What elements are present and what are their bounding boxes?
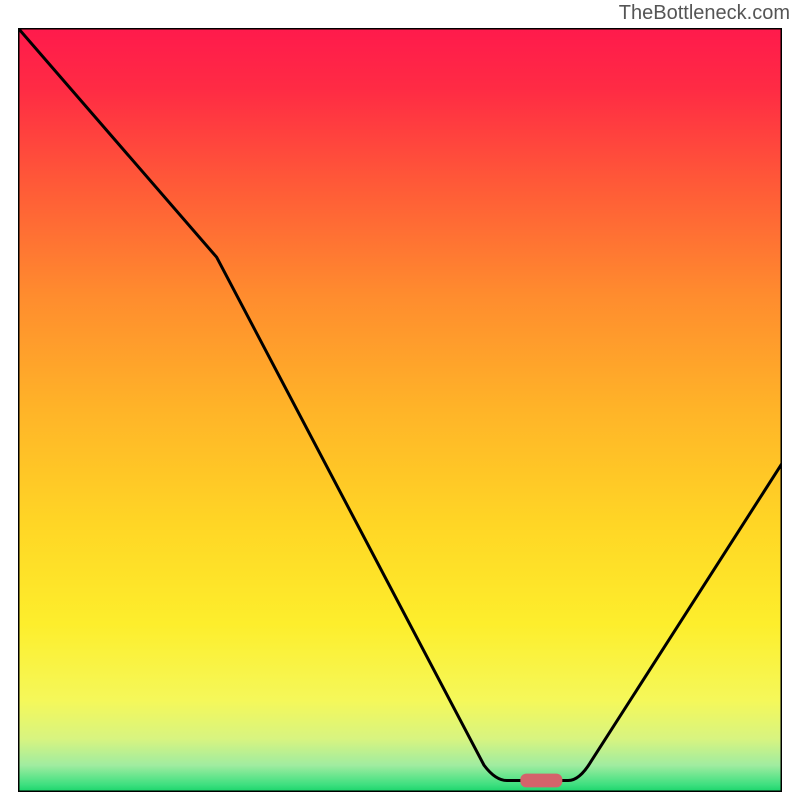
watermark-text: TheBottleneck.com <box>619 2 790 25</box>
optimal-marker <box>520 774 562 788</box>
bottleneck-chart <box>18 28 782 792</box>
gradient-background <box>18 28 782 792</box>
chart-svg <box>18 28 782 792</box>
